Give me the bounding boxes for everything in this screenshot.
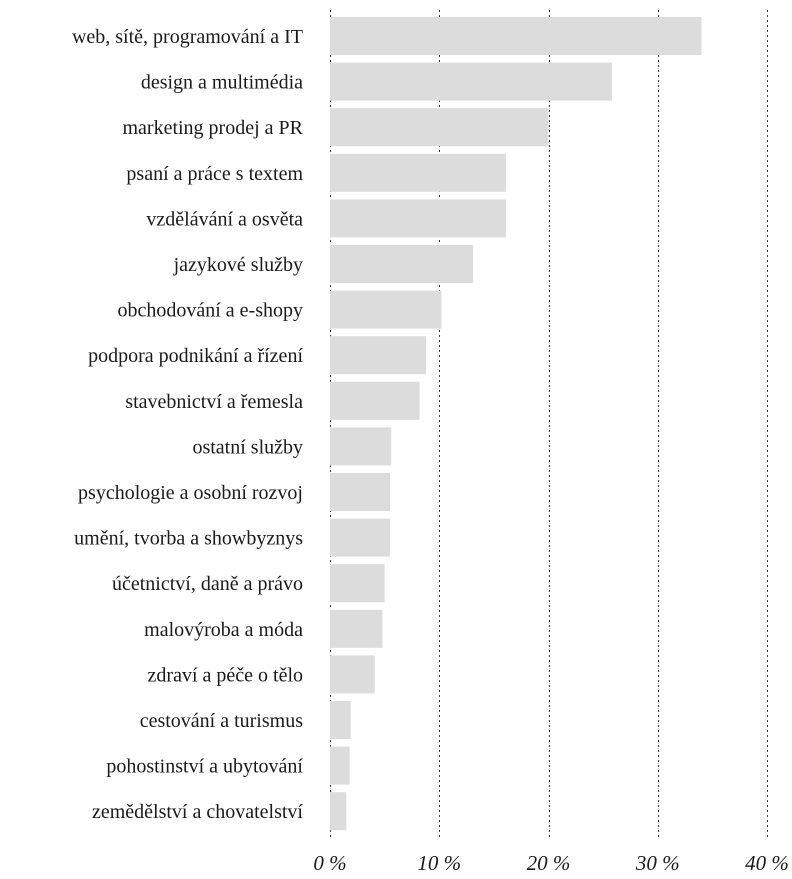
- x-tick-label: 0 %: [313, 851, 346, 875]
- category-label: obchodování a e-shopy: [117, 300, 303, 322]
- bar: [330, 199, 506, 238]
- category-label: cestování a turismus: [140, 710, 304, 732]
- category-label: psychologie a osobní rozvoj: [78, 482, 303, 504]
- x-tick-label: 40 %: [745, 851, 789, 875]
- x-tick-label: 30 %: [635, 851, 680, 875]
- category-label-layer: web, sítě, programování a IT design a mul…: [72, 26, 304, 823]
- x-tick-label: 20 %: [527, 851, 571, 875]
- category-label: vzdělávání a osvěta: [146, 208, 303, 230]
- bar: [330, 655, 375, 694]
- category-label: marketing prodej a PR: [122, 117, 303, 139]
- bar: [330, 62, 612, 101]
- category-label: zdraví a péče o tělo: [148, 664, 303, 686]
- bar-layer: [330, 17, 702, 831]
- category-label: web, sítě, programování a IT: [72, 26, 303, 48]
- category-label: psaní a práce s textem: [126, 163, 303, 185]
- category-label: podpora podnikání a řízení: [88, 345, 303, 367]
- bar: [330, 473, 391, 511]
- bar: [330, 290, 442, 329]
- bar: [330, 792, 347, 831]
- category-label: pohostinství a ubytování: [106, 756, 303, 778]
- category-label: jazykové služby: [173, 254, 303, 276]
- bar: [330, 17, 702, 55]
- bar: [330, 609, 383, 648]
- category-label: malovýroba a móda: [144, 619, 303, 641]
- bar: [330, 245, 474, 283]
- bar: [330, 564, 385, 603]
- category-label: umění, tvorba a showbyznys: [74, 528, 303, 550]
- x-tick-label: 10 %: [417, 851, 461, 875]
- bar: [330, 381, 420, 420]
- category-label: zemědělství a chovatelství: [92, 801, 303, 823]
- bar: [330, 336, 427, 375]
- bar: [330, 108, 549, 147]
- bar: [330, 153, 506, 192]
- tick-label-layer: 0 % 10 % 20 % 30 % 40 %: [313, 851, 789, 875]
- category-label: účetnictví, daně a právo: [112, 573, 303, 595]
- category-label: ostatní služby: [192, 436, 303, 458]
- category-label: design a multimédia: [141, 72, 303, 94]
- bar: [330, 746, 350, 785]
- bar: [330, 701, 351, 739]
- bar: [330, 518, 391, 557]
- bar: [330, 427, 392, 466]
- category-label: stavebnictví a řemesla: [125, 391, 303, 413]
